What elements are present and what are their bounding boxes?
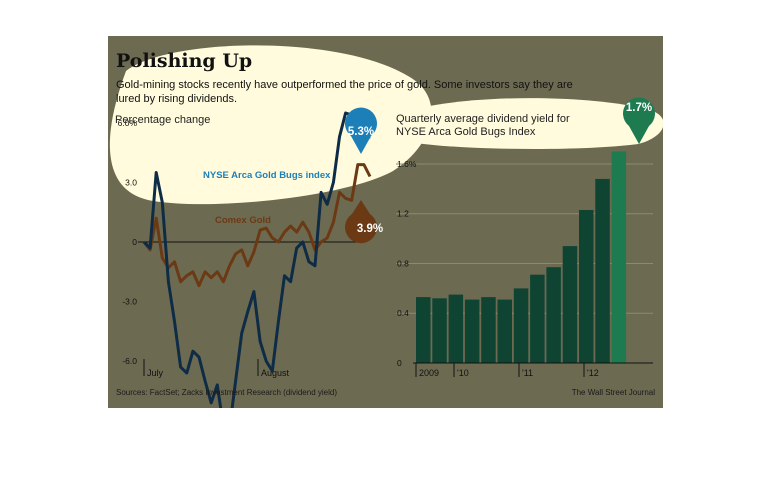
left-y-tick-label: -3.0 [122, 297, 137, 307]
chart-title: Polishing Up [116, 50, 253, 72]
dividend-bar [497, 299, 512, 363]
right-y-tick-label: 1.6% [397, 159, 417, 169]
dividend-end-callout: 1.7% [623, 97, 656, 144]
right-y-tick-label: 0 [397, 358, 402, 368]
left-x-axis: July August [143, 359, 290, 378]
dividend-bar [464, 299, 480, 363]
dividend-bar [579, 210, 594, 363]
chart-subtitle: Gold-mining stocks recently have outperf… [116, 79, 573, 105]
gold-bugs-end-callout: 5.3% [345, 107, 378, 154]
right-x-tick-label: '11 [522, 368, 533, 378]
left-y-axis: 6.0%3.00-3.0-6.0-9.0 [118, 118, 138, 366]
right-x-tick-label: '12 [587, 368, 599, 378]
dividend-bar [611, 151, 627, 363]
dividend-bar [546, 267, 561, 363]
comex-gold-series-label: Comex Gold [215, 215, 271, 226]
dividend-bar [432, 298, 447, 363]
left-y-tick-label: -6.0 [122, 356, 137, 366]
left-y-tick-label: 3.0 [125, 177, 137, 187]
right-x-tick-label: '10 [457, 368, 469, 378]
left-y-tick-label: 6.0% [118, 118, 138, 128]
highlight-oval-right [385, 98, 663, 150]
dividend-bar [530, 274, 545, 363]
dividend-bar [481, 297, 496, 363]
right-x-tick-label: 2009 [419, 368, 439, 378]
left-y-tick-label: 0 [132, 237, 137, 247]
comex-gold-end-callout: 3.9% [345, 200, 383, 244]
right-y-tick-label: 0.4 [397, 308, 409, 318]
left-x-tick-label: July [147, 368, 164, 378]
left-x-tick-label: August [261, 368, 290, 378]
dividend-bar [448, 294, 464, 363]
gold-bugs-series-label: NYSE Arca Gold Bugs index [203, 170, 331, 181]
right-y-tick-label: 1.2 [397, 209, 409, 219]
right-y-axis: 1.6% 1.2 0.8 0.4 0 [397, 159, 417, 368]
credit-note: The Wall Street Journal [571, 388, 655, 397]
right-chart-title: Quarterly average dividend yield for NYS… [396, 113, 570, 138]
source-note: Sources: FactSet; Zacks Investment Resea… [116, 388, 337, 397]
right-x-axis: 2009 '10 '11 '12 [415, 363, 599, 378]
comex-gold-line [142, 163, 372, 288]
left-chart-title: Percentage change [115, 114, 211, 126]
dividend-bar [416, 297, 431, 363]
svg-text:3.9%: 3.9% [357, 223, 383, 235]
svg-text:1.7%: 1.7% [626, 102, 652, 114]
dividend-bars [416, 151, 627, 363]
dividend-bar [595, 178, 610, 363]
highlight-oval-left [109, 45, 432, 205]
svg-text:5.3%: 5.3% [348, 126, 374, 138]
dividend-bar [562, 246, 578, 363]
right-y-tick-label: 0.8 [397, 258, 409, 268]
gold-bugs-line [142, 111, 371, 408]
dividend-bar [513, 288, 529, 363]
